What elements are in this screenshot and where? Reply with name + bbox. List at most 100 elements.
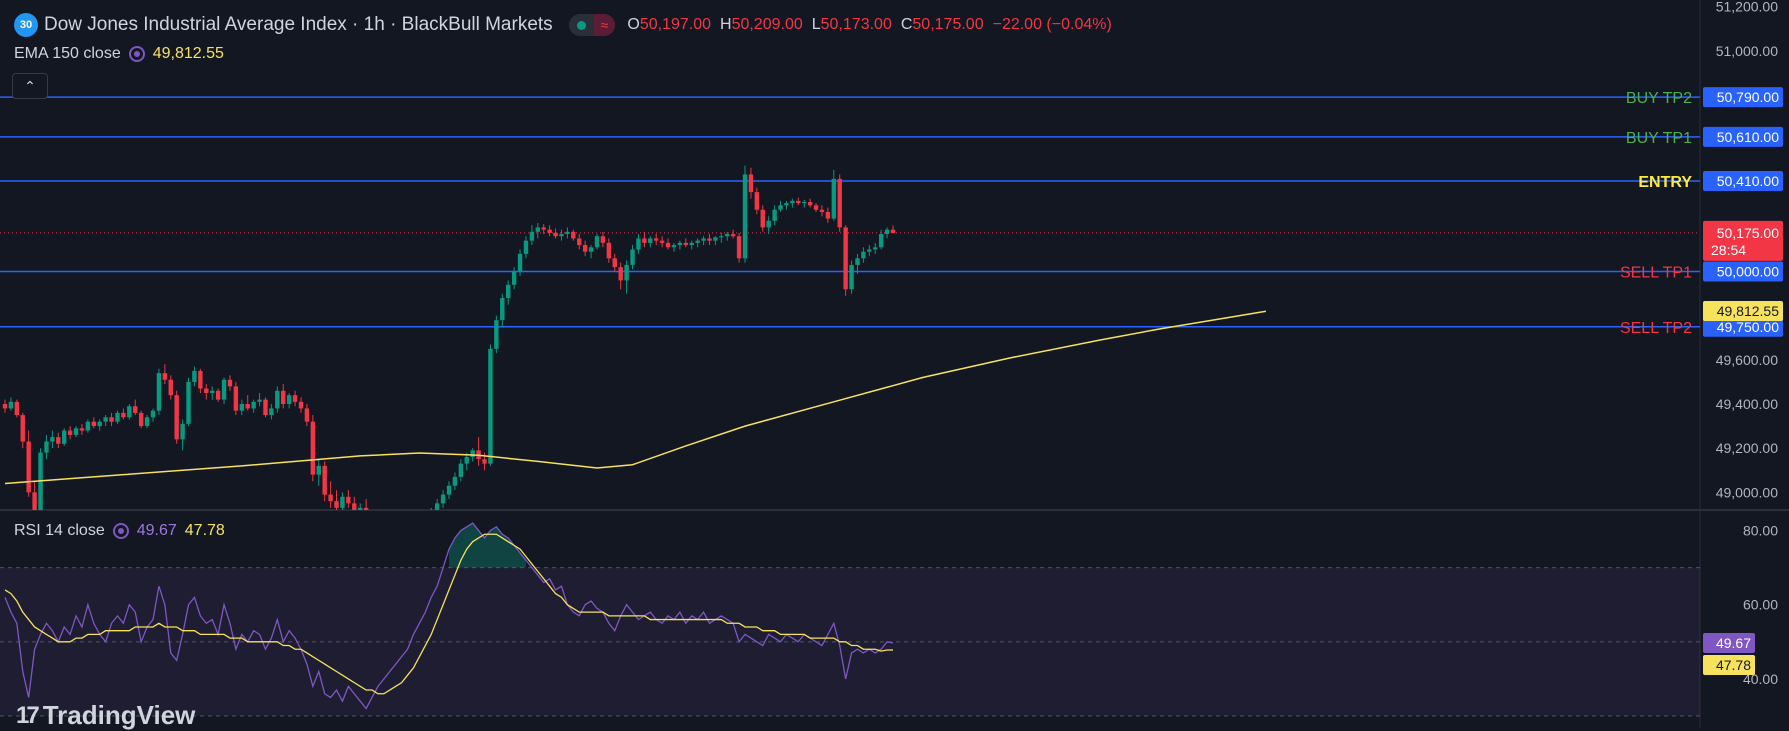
candle-body	[192, 370, 197, 382]
rsi-axis-badge-label: 49.67	[1716, 635, 1751, 651]
candle-body	[730, 234, 736, 237]
candle-body	[458, 463, 464, 477]
candle-body	[399, 550, 403, 554]
candle-body	[772, 209, 777, 221]
level-name-label: BUY TP1	[1626, 130, 1692, 147]
rsi-ma-line	[4, 533, 894, 695]
candle-body	[186, 381, 191, 424]
chart-title[interactable]: Dow Jones Industrial Average Index · 1h …	[44, 14, 553, 35]
candle-body	[600, 236, 606, 243]
ema-axis-badge	[1703, 301, 1783, 321]
level-axis-badge	[1703, 126, 1783, 147]
candle-body	[648, 238, 653, 243]
candle-body	[606, 242, 612, 259]
candle-body	[150, 410, 156, 418]
level-axis-badge	[1703, 171, 1783, 192]
candle-body	[654, 238, 659, 241]
last-price-countdown-label: 28:54	[1711, 242, 1746, 258]
candle-body	[85, 421, 91, 431]
candle-body	[748, 174, 754, 193]
candle-body	[32, 492, 37, 510]
candle-body	[103, 417, 108, 422]
candle-body	[168, 379, 173, 396]
candle-body	[594, 236, 600, 248]
level-axis-badge-label: 50,000.00	[1717, 264, 1779, 280]
candle-body	[588, 247, 594, 252]
candle-body	[766, 220, 771, 228]
rsi-axis-tick-label: 60.00	[1743, 597, 1778, 613]
level-axis-badge-label: 50,410.00	[1717, 173, 1779, 189]
rsi-legend[interactable]: RSI 14 close 49.67 47.78	[14, 520, 225, 542]
candle-body	[884, 229, 890, 235]
ema-line	[4, 310, 1267, 485]
candle-body	[440, 494, 446, 504]
ohlc-readout: O50,197.00 H50,209.00 L50,173.00 C50,175…	[627, 16, 1111, 34]
candle-body	[263, 399, 268, 416]
candle-body	[251, 401, 256, 409]
rsi-value: 49.67	[136, 522, 177, 539]
candle-body	[523, 240, 529, 254]
ema-value: 49,812.55	[152, 45, 224, 62]
candle-body	[281, 390, 286, 405]
candle-body	[511, 271, 517, 285]
candle-body	[878, 234, 884, 248]
candle-body	[257, 399, 262, 402]
price-axis-tick-label: 49,400.00	[1716, 396, 1778, 412]
candle-body	[411, 534, 415, 543]
candle-body	[97, 421, 102, 427]
candle-body	[713, 237, 718, 241]
candle-body	[630, 249, 635, 265]
market-status-pill[interactable]: ≈	[568, 14, 616, 36]
market-open-dot-icon	[576, 20, 586, 30]
level-axis-badge-label: 50,610.00	[1717, 129, 1779, 145]
ohlc-open: O50,197.00	[627, 16, 711, 33]
candle-body	[340, 496, 345, 508]
candle-body	[571, 231, 576, 239]
ema-axis-badge-label: 49,812.55	[1717, 303, 1779, 319]
rsi-data-sync-icon[interactable]	[112, 523, 129, 539]
candle-body	[286, 395, 292, 405]
candle-body	[62, 430, 67, 444]
candle-body	[506, 284, 511, 299]
candle-body	[8, 401, 14, 409]
candle-body	[245, 404, 250, 409]
candle-body	[796, 200, 801, 204]
symbol-badge-icon[interactable]: 30	[14, 13, 38, 37]
candle-body	[452, 476, 458, 486]
last-price-axis-badge-label: 50,175.00	[1717, 225, 1779, 241]
candle-body	[346, 496, 351, 504]
candle-body	[121, 412, 126, 418]
candle-body	[162, 373, 168, 380]
candle-body	[38, 452, 43, 510]
candle-body	[500, 298, 505, 321]
candle-body	[210, 390, 215, 393]
collapse-legend-button[interactable]: ⌃	[12, 73, 48, 99]
price-axis-tick-label: 49,600.00	[1716, 352, 1778, 368]
level-axis-badge	[1703, 87, 1783, 108]
candle-body	[328, 494, 333, 502]
candle-body	[659, 240, 665, 243]
candle-body	[541, 227, 546, 230]
candle-body	[423, 519, 427, 526]
candle-body	[198, 370, 203, 389]
candle-body	[310, 421, 316, 475]
candle-body	[388, 541, 392, 548]
price-axis-tick-label: 49,000.00	[1716, 484, 1778, 500]
ema-legend[interactable]: EMA 150 close 49,812.55	[14, 43, 224, 65]
candle-body	[813, 205, 819, 210]
tradingview-logo-icon: 17	[16, 701, 40, 729]
rsi-line	[4, 522, 894, 710]
candle-body	[67, 430, 73, 435]
candle-body	[855, 258, 860, 265]
candle-body	[612, 258, 617, 268]
candle-body	[239, 404, 244, 411]
rsi-label: RSI 14 close	[14, 522, 105, 539]
ema-data-sync-icon[interactable]	[128, 46, 145, 62]
ohlc-high: H50,209.00	[720, 16, 803, 33]
candle-body	[446, 485, 452, 495]
candle-body	[204, 388, 209, 393]
price-axis-tick-label: 51,000.00	[1716, 43, 1778, 59]
tradingview-logo[interactable]: 17 TradingView	[16, 700, 195, 731]
level-axis-badge-label: 49,750.00	[1717, 319, 1779, 335]
